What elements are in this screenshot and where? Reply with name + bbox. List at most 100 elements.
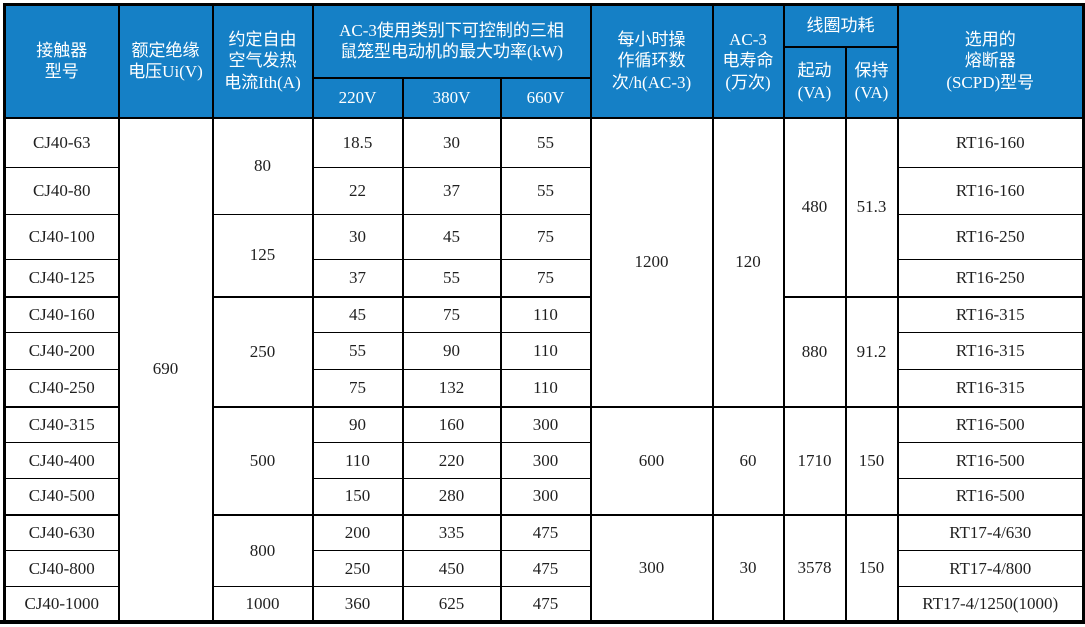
model-cell: CJ40-200 <box>3 332 120 370</box>
model-cell: CJ40-160 <box>3 295 120 333</box>
header-insulation-voltage: 额定绝缘 电压Ui(V) <box>117 3 214 119</box>
header-model: 接触器 型号 <box>3 3 120 119</box>
thermal-current-cell: 1000 <box>211 586 314 623</box>
table-row: CJ40-160 250 45 75 110 880 91.2 RT16-315 <box>3 295 1085 407</box>
table-row: CJ40-200 55 90 110 RT16-315 <box>3 332 1085 370</box>
model-cell: CJ40-630 <box>3 513 120 551</box>
fuse-cell: RT16-250 <box>896 259 1085 297</box>
model-cell: CJ40-800 <box>3 550 120 587</box>
fuse-cell: RT16-315 <box>896 295 1085 333</box>
power-380-cell: 220 <box>401 442 502 479</box>
bottom-rule <box>0 620 1085 624</box>
life-cell: 60 <box>711 405 785 515</box>
power-220-cell: 250 <box>311 550 404 587</box>
table-row: CJ40-400 110 220 300 RT16-500 <box>3 442 1085 479</box>
power-660-cell: 300 <box>499 478 592 515</box>
power-380-cell: 132 <box>401 369 502 407</box>
header-660v: 660V <box>499 76 592 119</box>
contactor-spec-table: 接触器 型号 额定绝缘 电压Ui(V) 约定自由 空气发热 电流Ith(A) A… <box>3 3 1085 623</box>
cycles-cell: 1200 <box>589 116 714 407</box>
table-row: CJ40-63 690 80 18.5 30 55 1200 120 480 5… <box>3 116 1085 622</box>
cycles-cell: 600 <box>589 405 714 515</box>
table-row: CJ40-1000 1000 360 625 475 RT17-4/1250(1… <box>3 586 1085 623</box>
header-electrical-life: AC-3 电寿命 (万次) <box>711 3 785 119</box>
fuse-cell: RT16-500 <box>896 405 1085 443</box>
table-row: CJ40-100 125 30 45 75 RT16-250 <box>3 214 1085 297</box>
fuse-cell: RT16-500 <box>896 478 1085 515</box>
header-operating-cycles: 每小时操 作循环数 次/h(AC-3) <box>589 3 714 119</box>
power-660-cell: 300 <box>499 442 592 479</box>
model-cell: CJ40-125 <box>3 259 120 297</box>
life-cell: 30 <box>711 513 785 622</box>
table-row: CJ40-315 500 90 160 300 600 60 1710 150 … <box>3 405 1085 515</box>
coil-start-cell: 480 <box>782 116 847 297</box>
power-220-cell: 90 <box>311 405 404 443</box>
cycles-cell: 300 <box>589 513 714 622</box>
table-header: 接触器 型号 额定绝缘 电压Ui(V) 约定自由 空气发热 电流Ith(A) A… <box>3 3 1085 119</box>
power-220-cell: 30 <box>311 214 404 260</box>
thermal-current-cell: 125 <box>211 214 314 297</box>
power-660-cell: 55 <box>499 167 592 215</box>
power-660-cell: 110 <box>499 332 592 370</box>
power-660-cell: 300 <box>499 405 592 443</box>
table-row: CJ40-80 22 37 55 RT16-160 <box>3 167 1085 215</box>
header-coil-hold: 保持 (VA) <box>844 45 899 119</box>
fuse-cell: RT17-4/630 <box>896 513 1085 551</box>
thermal-current-cell: 80 <box>211 116 314 215</box>
table-row: CJ40-800 250 450 475 RT17-4/800 <box>3 550 1085 587</box>
model-cell: CJ40-400 <box>3 442 120 479</box>
model-cell: CJ40-500 <box>3 478 120 515</box>
fuse-cell: RT16-160 <box>896 167 1085 215</box>
header-thermal-current: 约定自由 空气发热 电流Ith(A) <box>211 3 314 119</box>
power-380-cell: 450 <box>401 550 502 587</box>
thermal-current-cell: 800 <box>211 513 314 587</box>
fuse-cell: RT17-4/1250(1000) <box>896 586 1085 623</box>
power-220-cell: 45 <box>311 295 404 333</box>
insulation-voltage-cell: 690 <box>117 116 214 622</box>
power-220-cell: 200 <box>311 513 404 551</box>
fuse-cell: RT16-315 <box>896 332 1085 370</box>
power-380-cell: 90 <box>401 332 502 370</box>
table-body: CJ40-63 690 80 18.5 30 55 1200 120 480 5… <box>3 116 1085 623</box>
power-380-cell: 335 <box>401 513 502 551</box>
life-cell: 120 <box>711 116 785 407</box>
power-220-cell: 360 <box>311 586 404 623</box>
coil-start-cell: 3578 <box>782 513 847 622</box>
power-660-cell: 75 <box>499 214 592 260</box>
table-row: CJ40-125 37 55 75 RT16-250 <box>3 259 1085 297</box>
table-row: CJ40-250 75 132 110 RT16-315 <box>3 369 1085 407</box>
power-380-cell: 625 <box>401 586 502 623</box>
header-380v: 380V <box>401 76 502 119</box>
fuse-cell: RT16-250 <box>896 214 1085 260</box>
power-660-cell: 475 <box>499 550 592 587</box>
model-cell: CJ40-80 <box>3 167 120 215</box>
power-660-cell: 475 <box>499 586 592 623</box>
fuse-cell: RT16-160 <box>896 116 1085 168</box>
table-row: CJ40-630 800 200 335 475 300 30 3578 150… <box>3 513 1085 622</box>
power-220-cell: 55 <box>311 332 404 370</box>
model-cell: CJ40-315 <box>3 405 120 443</box>
fuse-cell: RT16-315 <box>896 369 1085 407</box>
power-220-cell: 75 <box>311 369 404 407</box>
power-380-cell: 160 <box>401 405 502 443</box>
header-220v: 220V <box>311 76 404 119</box>
coil-hold-cell: 150 <box>844 405 899 515</box>
coil-hold-cell: 51.3 <box>844 116 899 297</box>
power-660-cell: 55 <box>499 116 592 168</box>
thermal-current-cell: 500 <box>211 405 314 515</box>
header-fuse-type: 选用的 熔断器 (SCPD)型号 <box>896 3 1085 119</box>
power-660-cell: 75 <box>499 259 592 297</box>
coil-start-cell: 1710 <box>782 405 847 515</box>
power-220-cell: 22 <box>311 167 404 215</box>
power-660-cell: 110 <box>499 369 592 407</box>
coil-hold-cell: 150 <box>844 513 899 622</box>
power-380-cell: 45 <box>401 214 502 260</box>
coil-start-cell: 880 <box>782 295 847 407</box>
power-380-cell: 280 <box>401 478 502 515</box>
power-380-cell: 30 <box>401 116 502 168</box>
table-row: CJ40-500 150 280 300 RT16-500 <box>3 478 1085 515</box>
model-cell: CJ40-63 <box>3 116 120 168</box>
power-220-cell: 18.5 <box>311 116 404 168</box>
power-380-cell: 55 <box>401 259 502 297</box>
power-660-cell: 475 <box>499 513 592 551</box>
